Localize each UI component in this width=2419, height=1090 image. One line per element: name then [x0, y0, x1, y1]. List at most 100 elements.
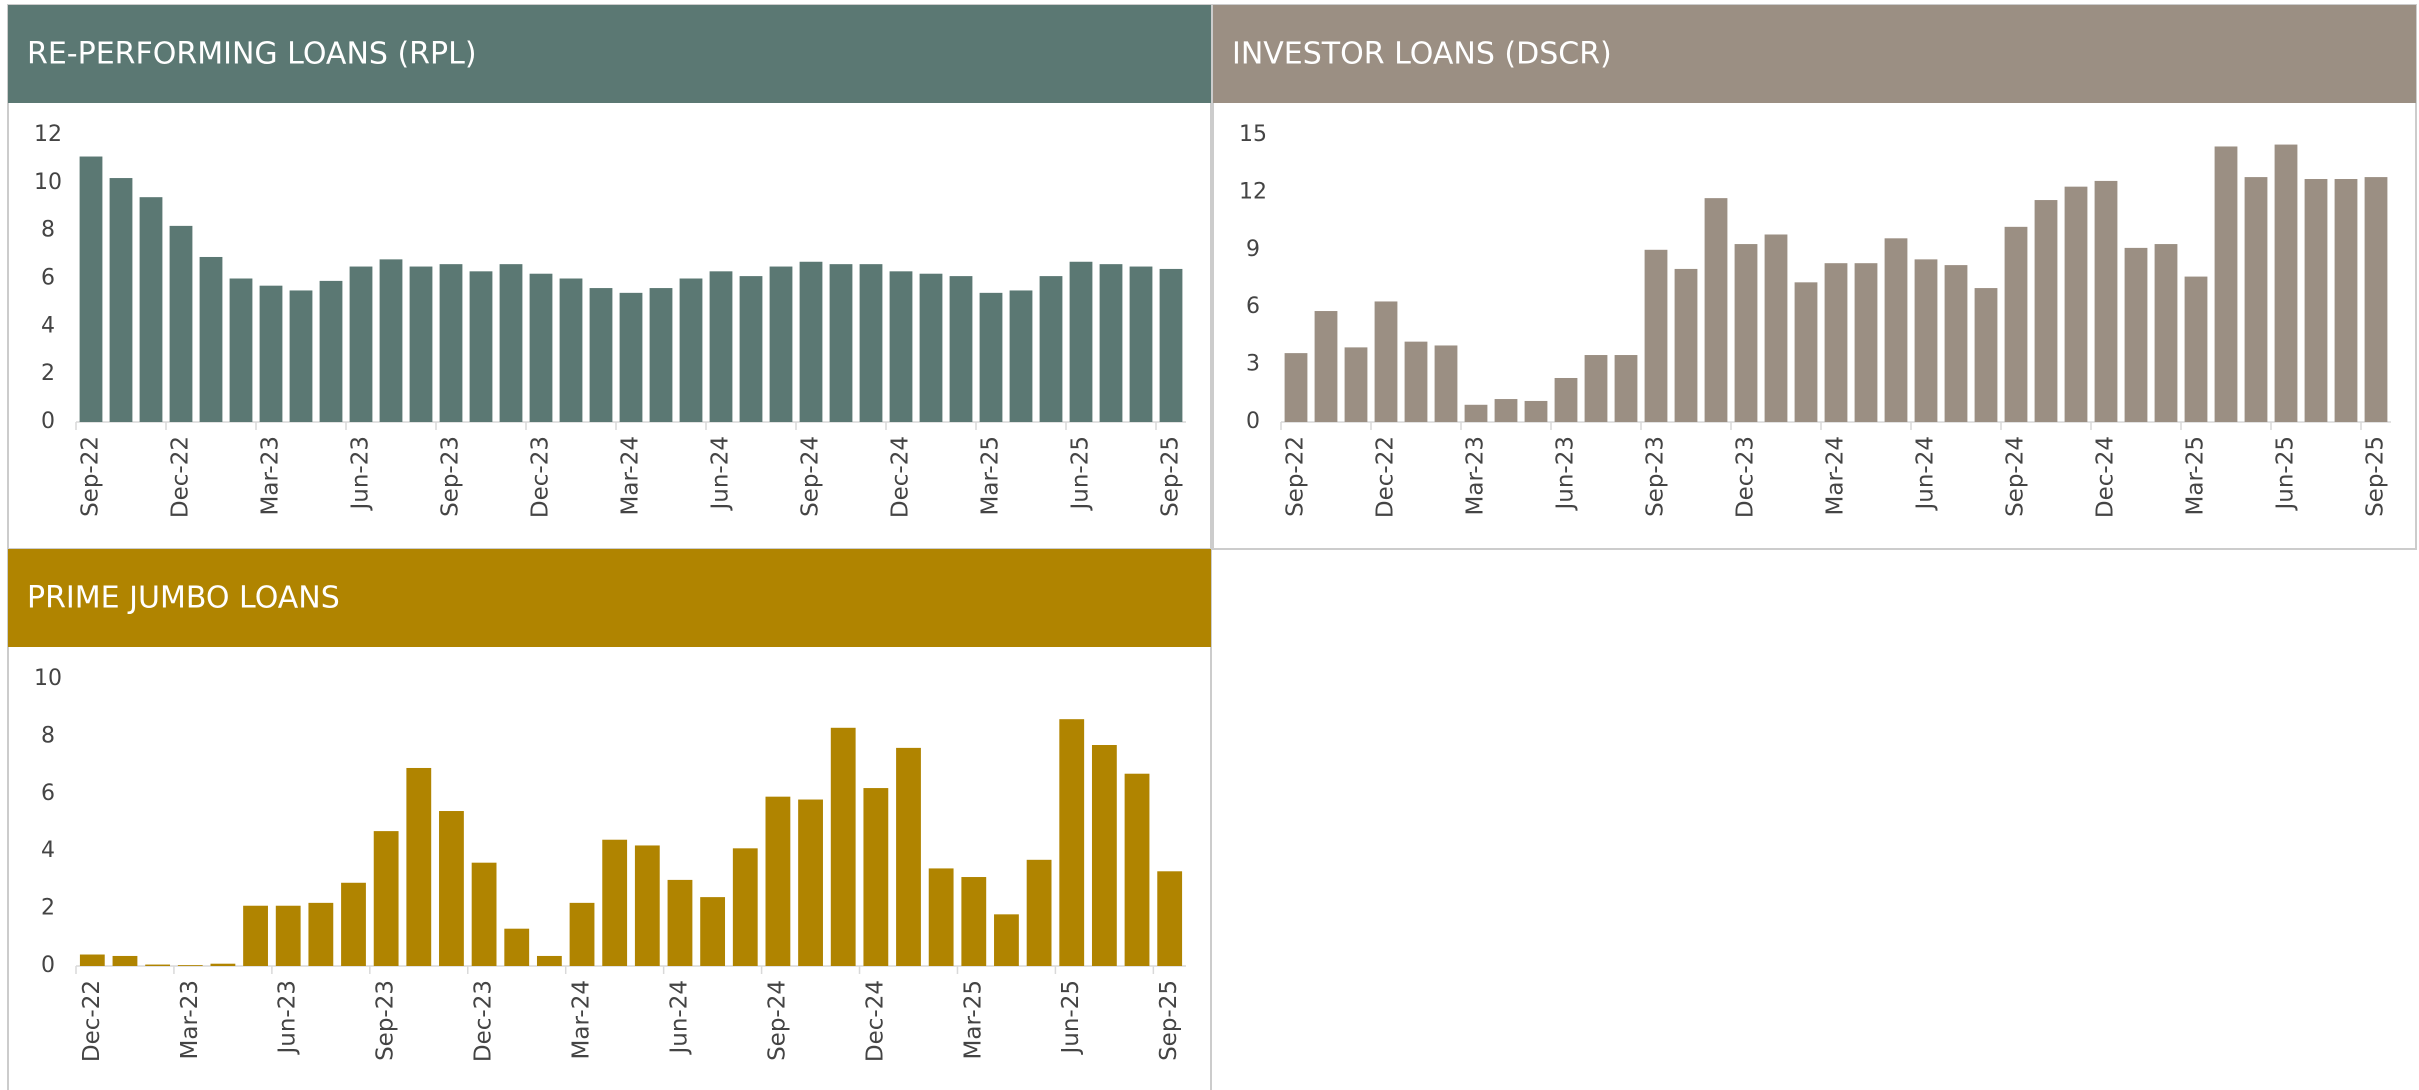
bar [1124, 773, 1150, 966]
bar [1494, 399, 1518, 422]
bar [406, 767, 432, 966]
bar [679, 278, 703, 422]
bar [1099, 264, 1123, 422]
bar [889, 271, 913, 422]
y-tick-label: 6 [1246, 294, 1260, 319]
bar [1129, 266, 1153, 422]
bar [439, 264, 463, 422]
bar [569, 902, 595, 966]
x-tick-label: Dec-22 [79, 980, 105, 1062]
bar [2064, 186, 2088, 422]
bar [559, 278, 583, 422]
bar [341, 882, 366, 966]
x-tick-label: Mar-23 [177, 980, 203, 1060]
bar [1434, 345, 1458, 422]
y-tick-label: 2 [41, 361, 55, 386]
y-tick-label: 0 [41, 953, 55, 978]
y-tick-label: 4 [41, 313, 55, 338]
bar [409, 266, 433, 422]
x-tick-label: Jun-23 [275, 980, 301, 1056]
bar [79, 156, 103, 422]
x-tick-label: Mar-24 [1823, 436, 1849, 516]
x-tick-label: Mar-25 [960, 980, 986, 1060]
x-tick-label: Sep-23 [438, 436, 464, 517]
x-tick-label: Mar-24 [618, 436, 644, 516]
x-tick-label: Sep-24 [798, 436, 824, 517]
bar [896, 747, 921, 966]
x-tick-label: Dec-24 [862, 980, 888, 1062]
bar [2244, 177, 2268, 422]
x-tick-label: Sep-22 [78, 436, 104, 517]
bar [949, 276, 973, 422]
x-tick-label: Mar-25 [2183, 436, 2209, 516]
x-tick-label: Sep-25 [2363, 436, 2389, 517]
x-tick-label: Mar-23 [258, 436, 284, 516]
bar [1404, 341, 1428, 422]
x-tick-label: Dec-23 [528, 436, 554, 518]
bar [1059, 719, 1085, 966]
x-tick-label: Jun-25 [1068, 436, 1094, 512]
bar [2124, 247, 2148, 422]
bar [373, 831, 399, 966]
panel-title: PRIME JUMBO LOANS [27, 581, 340, 616]
x-tick-label: Dec-22 [1373, 436, 1399, 518]
bar [289, 290, 313, 422]
bar [765, 796, 791, 966]
bar [602, 839, 628, 966]
bar [994, 914, 1019, 966]
bar [2094, 180, 2118, 422]
bar [2154, 244, 2178, 422]
x-tick-label: Jun-24 [708, 436, 734, 512]
bar [210, 963, 236, 966]
y-tick-label: 12 [1239, 179, 1267, 204]
bar [829, 264, 853, 422]
x-tick-label: Dec-23 [1733, 436, 1759, 518]
bar [928, 868, 954, 966]
x-tick-label: Jun-25 [2273, 436, 2299, 512]
bar [1091, 745, 1117, 966]
bar [2004, 226, 2028, 422]
bar [275, 905, 301, 966]
bar [2304, 179, 2328, 422]
panel-title: RE-PERFORMING LOANS (RPL) [27, 37, 477, 72]
bar [1374, 301, 1398, 422]
y-tick-label: 9 [1246, 237, 1260, 262]
bar [859, 264, 883, 422]
bar [169, 225, 193, 422]
y-tick-label: 2 [41, 896, 55, 921]
bar [1974, 288, 1998, 422]
x-tick-label: Sep-24 [2003, 436, 2029, 517]
x-tick-label: Sep-24 [764, 980, 790, 1061]
bar [1157, 871, 1183, 966]
y-tick-label: 15 [1239, 122, 1267, 147]
y-tick-label: 8 [41, 723, 55, 748]
bar [469, 271, 493, 422]
bar [1614, 355, 1638, 422]
y-tick-label: 10 [34, 666, 62, 691]
bar [229, 278, 253, 422]
bar [1284, 353, 1308, 422]
x-tick-label: Jun-23 [1553, 436, 1579, 512]
bar [732, 848, 758, 966]
bar [439, 811, 464, 966]
bar [536, 955, 562, 966]
bar [1039, 276, 1063, 422]
x-tick-label: Jun-23 [348, 436, 374, 512]
x-tick-label: Dec-22 [168, 436, 194, 518]
bar [349, 266, 373, 422]
bar [1764, 234, 1788, 422]
x-tick-label: Sep-23 [1643, 436, 1669, 517]
panel-header [8, 5, 1211, 103]
x-tick-label: Mar-25 [978, 436, 1004, 516]
bar [1794, 282, 1818, 422]
bar [1069, 261, 1093, 422]
panel-header [1213, 5, 2416, 103]
bar [499, 264, 523, 422]
bar [709, 271, 733, 422]
y-tick-label: 3 [1246, 352, 1260, 377]
bar [2034, 200, 2058, 422]
bar [649, 288, 673, 422]
bar [1644, 249, 1668, 422]
